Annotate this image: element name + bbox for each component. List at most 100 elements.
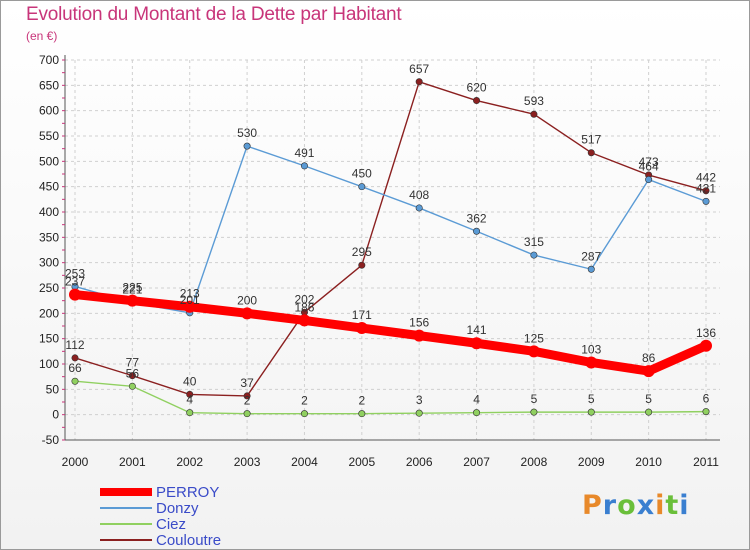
data-point-perroy	[470, 337, 483, 350]
data-point-perroy	[527, 345, 540, 358]
data-point-donzy	[473, 227, 481, 235]
proxiti-logo: Proxiti	[582, 490, 690, 521]
data-label-donzy: 464	[639, 160, 659, 174]
data-label-donzy: 408	[409, 188, 429, 202]
data-point-ciez	[530, 408, 538, 416]
data-point-donzy	[587, 265, 595, 273]
data-point-couloutre	[702, 187, 710, 195]
data-point-ciez	[128, 382, 136, 390]
data-point-ciez	[186, 409, 194, 417]
data-label-perroy: 225	[122, 281, 142, 295]
data-point-couloutre	[530, 110, 538, 118]
data-label-donzy: 253	[65, 266, 85, 280]
data-point-donzy	[243, 142, 251, 150]
data-label-couloutre: 40	[183, 374, 197, 388]
y-tick-label: 550	[39, 129, 59, 143]
data-label-couloutre: 517	[581, 133, 601, 147]
data-label-perroy: 186	[294, 300, 314, 314]
data-label-ciez: 3	[416, 393, 423, 407]
x-tick-label: 2011	[693, 455, 719, 469]
data-label-ciez: 4	[186, 393, 193, 407]
data-label-ciez: 6	[703, 392, 710, 406]
data-point-perroy	[241, 307, 254, 320]
data-label-perroy: 237	[65, 275, 85, 289]
data-label-couloutre: 657	[409, 62, 429, 76]
data-label-donzy: 201	[180, 293, 200, 307]
data-label-couloutre: 620	[467, 81, 487, 95]
series-line-ciez	[74, 380, 707, 415]
x-tick-label: 2004	[291, 455, 318, 469]
data-point-ciez	[473, 409, 481, 417]
data-point-couloutre	[71, 354, 79, 362]
data-label-perroy: 136	[696, 326, 716, 340]
y-tick-label: 400	[39, 205, 59, 219]
data-point-perroy	[585, 356, 598, 369]
y-tick-label: 600	[39, 104, 59, 118]
data-label-ciez: 66	[68, 361, 82, 375]
series-line-perroy	[74, 290, 708, 376]
data-label-couloutre: 77	[126, 356, 140, 370]
data-label-donzy: 221	[122, 283, 142, 297]
data-label-couloutre: 473	[639, 155, 659, 169]
data-label-couloutre: 37	[240, 376, 254, 390]
y-tick-label: 100	[39, 357, 59, 371]
data-label-ciez: 4	[473, 393, 480, 407]
y-tick-label: 700	[39, 53, 59, 67]
data-point-ciez	[358, 410, 366, 418]
y-tick-label: 450	[39, 180, 59, 194]
data-label-couloutre: 112	[65, 338, 84, 352]
data-label-ciez: 56	[126, 366, 140, 380]
data-point-ciez	[645, 408, 653, 416]
data-label-couloutre: 442	[696, 171, 716, 185]
data-point-donzy	[358, 183, 366, 191]
data-label-perroy: 156	[409, 316, 429, 330]
x-tick-label: 2008	[521, 455, 548, 469]
data-label-ciez: 2	[358, 394, 365, 408]
data-point-couloutre	[587, 149, 595, 157]
legend-label-couloutre: Couloutre	[156, 532, 221, 549]
data-label-donzy: 530	[237, 126, 257, 140]
data-point-perroy	[642, 365, 655, 378]
data-point-couloutre	[186, 390, 194, 398]
data-point-ciez	[415, 409, 423, 417]
series-line-donzy	[74, 145, 707, 314]
y-tick-label: 0	[52, 408, 59, 422]
data-point-ciez	[243, 410, 251, 418]
legend-label-ciez: Ciez	[156, 516, 186, 533]
data-label-donzy: 450	[352, 167, 372, 181]
data-point-couloutre	[243, 392, 251, 400]
x-tick-label: 2009	[578, 455, 605, 469]
data-label-couloutre: 295	[352, 245, 372, 259]
data-point-perroy	[126, 294, 139, 307]
data-label-perroy: 141	[467, 323, 487, 337]
y-tick-label: 200	[39, 306, 59, 320]
data-label-ciez: 5	[531, 392, 538, 406]
series-line-couloutre	[74, 81, 707, 397]
data-point-couloutre	[128, 372, 136, 380]
data-label-perroy: 200	[237, 293, 257, 307]
data-point-perroy	[183, 300, 196, 313]
data-label-donzy: 287	[581, 249, 601, 263]
legend-label-perroy: PERROY	[156, 484, 219, 501]
y-tick-label: 150	[39, 332, 59, 346]
y-tick-label: 300	[39, 256, 59, 270]
x-tick-label: 2010	[635, 455, 662, 469]
y-tick-label: 50	[46, 382, 60, 396]
data-point-donzy	[645, 176, 653, 184]
data-label-perroy: 213	[180, 287, 200, 301]
data-label-ciez: 5	[645, 392, 652, 406]
chart-title: Evolution du Montant de la Dette par Hab…	[26, 4, 402, 25]
data-label-perroy: 171	[352, 308, 372, 322]
data-label-donzy: 421	[696, 181, 716, 195]
y-tick-label: 650	[39, 78, 59, 92]
data-label-donzy: 362	[467, 211, 487, 225]
data-label-ciez: 2	[301, 394, 308, 408]
data-point-donzy	[530, 251, 538, 259]
data-point-ciez	[587, 408, 595, 416]
data-point-donzy	[702, 197, 710, 205]
chart-unit-label: (en €)	[26, 29, 58, 43]
data-point-ciez	[300, 410, 308, 418]
x-tick-label: 2000	[62, 455, 89, 469]
